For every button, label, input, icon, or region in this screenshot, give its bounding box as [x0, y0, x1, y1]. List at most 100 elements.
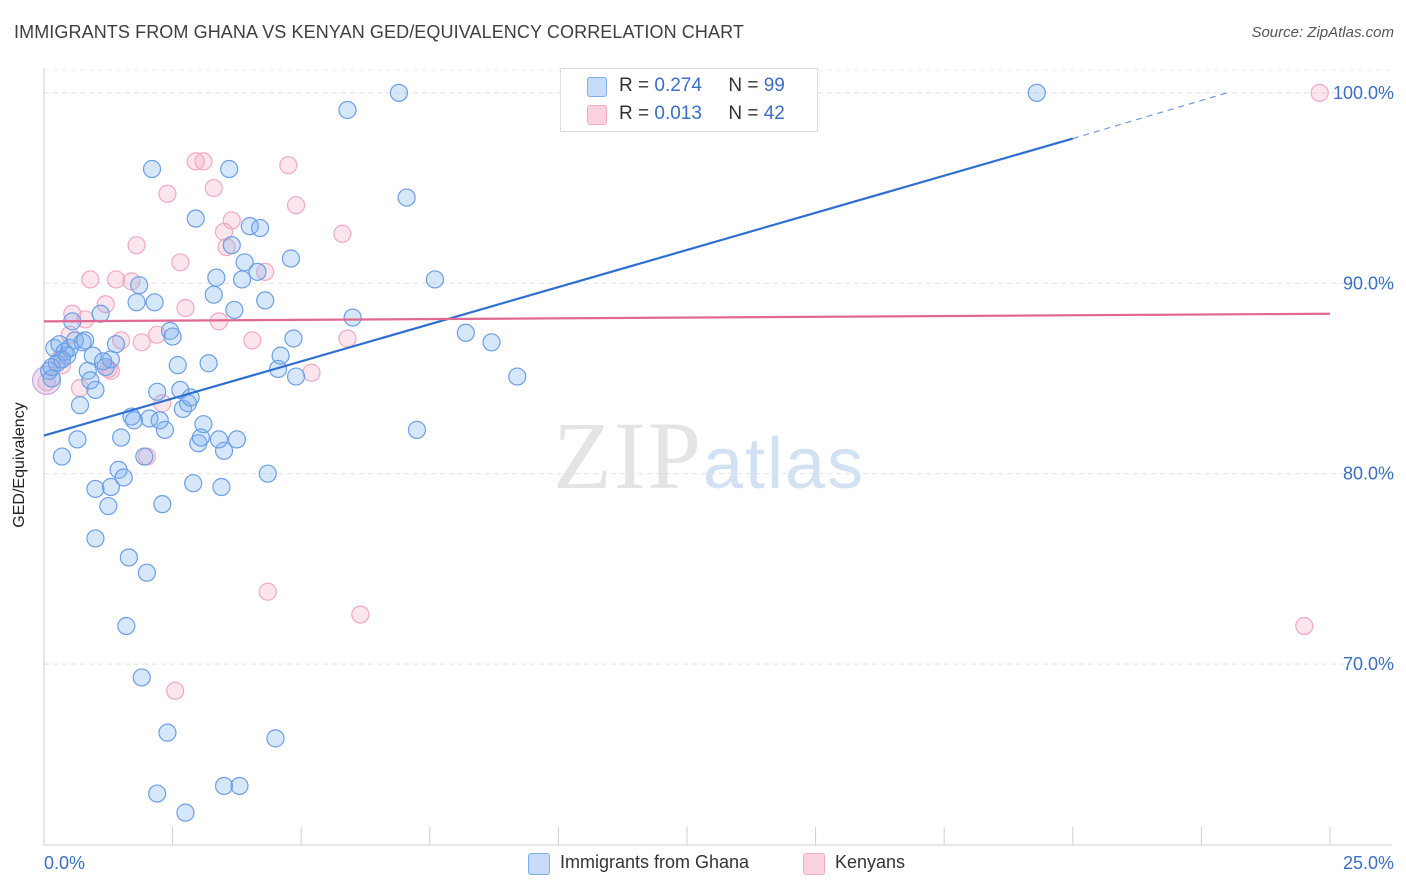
- kenya-point: [96, 295, 115, 314]
- kenya-point: [176, 298, 195, 318]
- ghana-point: [124, 411, 144, 430]
- y-tick-label: 90.0%: [1343, 273, 1394, 293]
- ghana-point: [73, 333, 92, 352]
- ghana-point: [343, 308, 362, 327]
- kenya-n-label: N =: [728, 103, 759, 124]
- ghana-point: [86, 529, 105, 548]
- kenya-swatch: [587, 105, 607, 125]
- kenya-legend-label: Kenyans: [835, 852, 906, 872]
- ghana-point: [397, 188, 416, 207]
- ghana-point: [286, 367, 306, 386]
- kenya-point: [286, 196, 306, 215]
- chart-title: IMMIGRANTS FROM GHANA VS KENYAN GED/EQUI…: [14, 22, 744, 42]
- kenya-point: [81, 270, 100, 289]
- ghana-point: [181, 388, 200, 407]
- ghana-point: [230, 776, 249, 796]
- ghana-point: [148, 382, 167, 401]
- ghana-point: [158, 723, 177, 742]
- ghana-point: [456, 323, 475, 342]
- y-tick-label: 80.0%: [1343, 464, 1394, 484]
- ghana-point: [42, 357, 61, 377]
- kenya-point: [333, 224, 352, 243]
- ghana-point: [68, 430, 87, 449]
- ghana-point: [284, 329, 303, 348]
- gridlines: [44, 69, 1390, 665]
- ghana-point: [338, 100, 357, 120]
- ghana-point: [94, 352, 113, 371]
- kenya-legend-swatch: [803, 853, 825, 875]
- kenya-point: [1295, 616, 1314, 636]
- kenya-point: [158, 184, 177, 203]
- ghana-point: [112, 428, 131, 447]
- kenya-point: [106, 270, 126, 289]
- watermark-zip: ZIP: [553, 402, 703, 509]
- ghana-trend-line: [43, 137, 1074, 437]
- ghana-point: [227, 430, 246, 449]
- kenya-point: [222, 211, 241, 230]
- ghana-point: [191, 428, 210, 447]
- ghana-point: [212, 477, 231, 497]
- ghana-legend-swatch: [528, 853, 550, 875]
- ghana-r-value: 0.274: [654, 75, 702, 96]
- ghana-point: [168, 356, 187, 375]
- ghana-point: [199, 354, 218, 373]
- ghana-n-value: 99: [763, 75, 785, 96]
- ghana-point: [266, 729, 285, 748]
- ghana-point: [86, 479, 105, 499]
- kenya-point: [256, 262, 275, 281]
- kenya-point: [194, 152, 213, 171]
- ghana-point: [135, 447, 154, 466]
- kenya-point: [1310, 83, 1329, 102]
- ghana-swatch: [587, 77, 607, 97]
- kenya-point: [243, 331, 262, 350]
- ghana-point: [407, 420, 427, 439]
- ghana-point: [163, 327, 182, 346]
- watermark: ZIPatlas: [553, 400, 865, 511]
- ghana-point: [99, 496, 118, 516]
- ghana-point: [482, 333, 501, 352]
- ghana-point: [186, 209, 205, 228]
- ghana-point: [155, 420, 174, 439]
- kenya-n-value: 42: [763, 103, 785, 124]
- ghana-point: [114, 468, 133, 487]
- ghana-trend-extension: [1072, 92, 1228, 140]
- ghana-point: [176, 803, 195, 822]
- ghana-point: [137, 563, 156, 582]
- ghana-point: [194, 415, 213, 434]
- x-tick-label-max: 25.0%: [1343, 853, 1394, 873]
- kenya-point: [166, 681, 185, 700]
- ghana-point: [117, 616, 136, 636]
- ghana-point: [83, 346, 102, 365]
- kenya-point: [171, 253, 190, 272]
- x-tick-label-min: 0.0%: [44, 853, 85, 873]
- ghana-point: [214, 776, 234, 796]
- ghana-point: [145, 293, 164, 312]
- source-label: Source: ZipAtlas.com: [1251, 24, 1394, 41]
- ghana-n-label: N =: [728, 75, 759, 96]
- ghana-point: [225, 300, 244, 320]
- ghana-point: [389, 83, 409, 102]
- ghana-point: [142, 159, 162, 179]
- ghana-point: [214, 441, 234, 460]
- ghana-point: [101, 477, 120, 497]
- ghana-point: [508, 367, 527, 386]
- ghana-point: [70, 396, 90, 415]
- kenya-point: [351, 605, 370, 624]
- tick-labels: 70.0% 80.0% 90.0% 100.0% 0.0% 25.0%: [44, 83, 1394, 873]
- kenya-point: [279, 156, 298, 175]
- ghana-point: [207, 268, 226, 287]
- y-tick-label: 70.0%: [1343, 654, 1394, 674]
- kenya-r-label: R =: [619, 103, 650, 124]
- ghana-point: [52, 447, 72, 466]
- ghana-point: [232, 270, 252, 289]
- ghana-legend-label: Immigrants from Ghana: [560, 852, 750, 872]
- kenya-point: [338, 329, 357, 348]
- ghana-points: [40, 83, 1046, 822]
- ghana-point: [1027, 83, 1046, 102]
- ghana-point: [184, 474, 203, 493]
- kenya-point: [127, 236, 146, 255]
- ghana-point: [106, 335, 126, 354]
- y-tick-label: 100.0%: [1333, 83, 1394, 103]
- ghana-point: [150, 411, 169, 430]
